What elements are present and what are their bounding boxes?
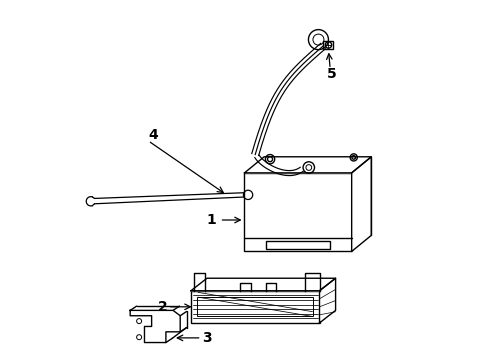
Polygon shape [244,157,370,173]
Bar [349,158,357,162]
Bar [190,291,319,323]
Bar [265,241,329,249]
Polygon shape [319,278,335,323]
Polygon shape [130,310,180,342]
Bar [264,161,275,166]
Bar [197,297,312,316]
Text: 2: 2 [158,300,167,314]
Bar [244,173,351,251]
Bar [295,163,318,170]
Text: 4: 4 [148,129,158,142]
Bar [265,163,288,170]
Polygon shape [351,157,370,251]
Polygon shape [190,278,335,291]
Text: 5: 5 [326,67,336,81]
Bar [323,41,333,49]
Text: 3: 3 [202,331,211,345]
Text: 1: 1 [206,213,216,227]
Polygon shape [144,305,159,340]
